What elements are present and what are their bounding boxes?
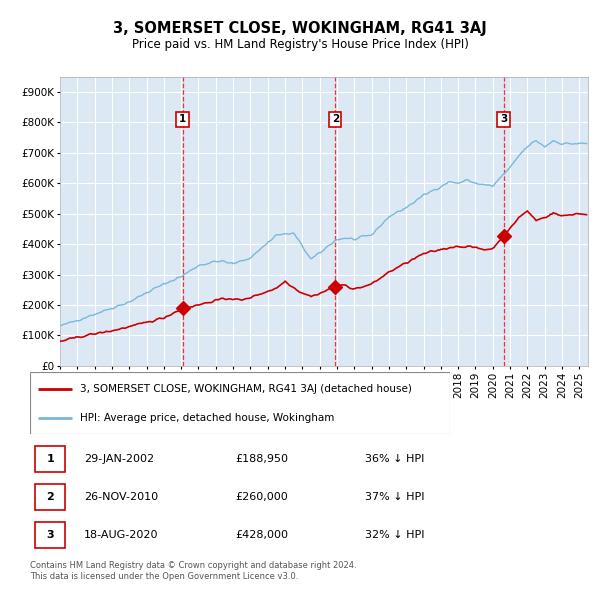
Text: 36% ↓ HPI: 36% ↓ HPI — [365, 454, 424, 464]
Text: 26-NOV-2010: 26-NOV-2010 — [84, 492, 158, 502]
Text: 1: 1 — [179, 114, 186, 124]
Text: HPI: Average price, detached house, Wokingham: HPI: Average price, detached house, Woki… — [80, 413, 335, 423]
Text: 2: 2 — [46, 492, 54, 502]
Text: £260,000: £260,000 — [235, 492, 288, 502]
Text: 3, SOMERSET CLOSE, WOKINGHAM, RG41 3AJ: 3, SOMERSET CLOSE, WOKINGHAM, RG41 3AJ — [113, 21, 487, 35]
FancyBboxPatch shape — [35, 522, 65, 548]
Text: 37% ↓ HPI: 37% ↓ HPI — [365, 492, 424, 502]
Text: £188,950: £188,950 — [235, 454, 288, 464]
Text: 32% ↓ HPI: 32% ↓ HPI — [365, 530, 424, 540]
FancyBboxPatch shape — [35, 447, 65, 472]
Text: 3: 3 — [46, 530, 54, 540]
FancyBboxPatch shape — [35, 484, 65, 510]
Point — [178, 304, 187, 313]
Text: 3: 3 — [500, 114, 508, 124]
Text: 18-AUG-2020: 18-AUG-2020 — [84, 530, 158, 540]
Text: 2: 2 — [332, 114, 339, 124]
Text: This data is licensed under the Open Government Licence v3.0.: This data is licensed under the Open Gov… — [30, 572, 298, 581]
Text: 29-JAN-2002: 29-JAN-2002 — [84, 454, 154, 464]
Text: Contains HM Land Registry data © Crown copyright and database right 2024.: Contains HM Land Registry data © Crown c… — [30, 560, 356, 569]
Text: Price paid vs. HM Land Registry's House Price Index (HPI): Price paid vs. HM Land Registry's House … — [131, 38, 469, 51]
Point — [331, 282, 340, 291]
Text: 3, SOMERSET CLOSE, WOKINGHAM, RG41 3AJ (detached house): 3, SOMERSET CLOSE, WOKINGHAM, RG41 3AJ (… — [80, 384, 412, 394]
Point — [499, 231, 508, 240]
Text: £428,000: £428,000 — [235, 530, 288, 540]
FancyBboxPatch shape — [30, 372, 450, 434]
Text: 1: 1 — [46, 454, 54, 464]
